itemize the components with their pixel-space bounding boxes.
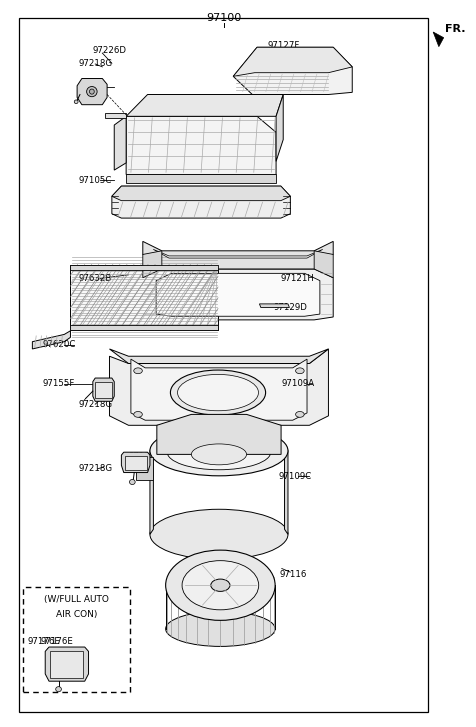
Text: 97620C: 97620C [43,340,76,349]
Bar [70,325,218,330]
Text: 97632B: 97632B [79,274,112,283]
Bar [19,18,428,712]
Ellipse shape [150,509,288,560]
Bar [125,456,147,470]
Text: 97105C: 97105C [79,176,112,185]
Polygon shape [105,113,126,118]
Polygon shape [285,445,288,534]
Text: 97218G: 97218G [79,60,113,68]
Text: 97116: 97116 [279,570,307,579]
Text: 97121J: 97121J [79,84,109,93]
Polygon shape [114,116,126,170]
Ellipse shape [134,411,142,417]
Polygon shape [153,249,323,258]
Polygon shape [157,414,281,454]
Text: (W/FULL AUTO: (W/FULL AUTO [44,595,109,604]
Polygon shape [433,32,444,47]
Bar [70,265,218,330]
Polygon shape [126,174,276,183]
Ellipse shape [296,411,304,417]
Polygon shape [126,95,283,116]
Polygon shape [112,186,290,201]
Polygon shape [233,47,352,95]
Text: 97100: 97100 [206,13,241,23]
Polygon shape [143,269,333,320]
Bar [23,587,130,692]
Polygon shape [143,241,333,269]
Text: AIR CON): AIR CON) [56,610,97,619]
Ellipse shape [166,550,275,620]
Text: 97127F: 97127F [267,41,299,49]
Text: 97176E: 97176E [28,637,60,646]
Text: 97218G: 97218G [79,465,113,473]
Text: 97218G: 97218G [79,400,113,409]
Polygon shape [77,79,107,105]
Text: 97226D: 97226D [93,47,127,55]
Ellipse shape [167,435,271,470]
Polygon shape [314,251,333,278]
Polygon shape [150,445,153,534]
Polygon shape [121,452,150,473]
Ellipse shape [170,370,266,415]
Bar [70,265,218,270]
Ellipse shape [134,368,142,374]
Ellipse shape [74,100,78,103]
Text: 97176E: 97176E [40,637,73,646]
Polygon shape [259,304,289,308]
Text: 97155F: 97155F [43,379,75,388]
Polygon shape [156,273,320,316]
Text: 97109C: 97109C [278,472,312,481]
Bar [95,382,112,398]
Polygon shape [109,349,328,425]
Ellipse shape [191,444,247,465]
Text: 97113B: 97113B [129,452,162,461]
Ellipse shape [150,426,288,476]
Polygon shape [143,251,162,278]
Ellipse shape [56,686,61,692]
Ellipse shape [166,611,275,646]
Text: 97109A: 97109A [281,379,314,388]
Ellipse shape [178,374,258,411]
Polygon shape [276,95,283,161]
Polygon shape [45,647,89,681]
Polygon shape [93,378,114,401]
Polygon shape [32,331,70,349]
Text: 97129D: 97129D [273,303,307,312]
Text: FR.: FR. [445,24,466,34]
Ellipse shape [89,89,94,94]
Polygon shape [112,186,290,218]
Polygon shape [136,457,153,480]
Ellipse shape [211,579,230,591]
Ellipse shape [182,561,259,610]
Polygon shape [233,47,352,76]
Ellipse shape [87,87,97,97]
Polygon shape [126,116,276,174]
Text: 97121H: 97121H [280,274,314,283]
Bar [50,651,83,678]
Polygon shape [131,359,307,420]
Ellipse shape [296,368,304,374]
Ellipse shape [129,480,135,484]
Polygon shape [109,349,328,364]
